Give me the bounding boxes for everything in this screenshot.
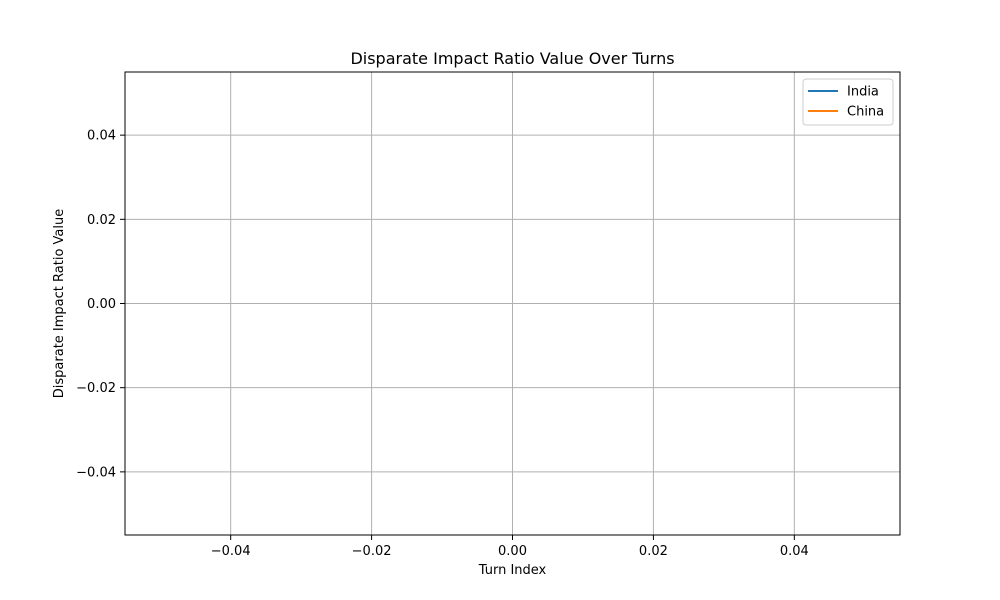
y-tick-label: 0.04 [87,129,116,144]
x-axis-label: Turn Index [478,563,547,578]
y-axis-ticks: −0.04 −0.02 0.00 0.02 0.04 [76,129,125,480]
x-tick-label: 0.02 [639,544,668,559]
y-tick-label: −0.02 [76,381,116,396]
y-axis-label: Disparate Impact Ratio Value [52,209,67,398]
legend: India China [802,78,894,126]
grid-layer [125,72,900,535]
legend-label-india: India [847,85,879,100]
chart-title: Disparate Impact Ratio Value Over Turns [350,49,674,68]
x-tick-label: 0.04 [780,544,809,559]
x-axis-ticks: −0.04 −0.02 0.00 0.02 0.04 [211,535,809,559]
legend-label-china: China [847,105,884,120]
x-tick-label: 0.00 [498,544,527,559]
y-tick-label: 0.02 [87,213,116,228]
x-tick-label: −0.02 [352,544,392,559]
y-tick-label: −0.04 [76,465,116,480]
x-tick-label: −0.04 [211,544,251,559]
y-tick-label: 0.00 [87,297,116,312]
